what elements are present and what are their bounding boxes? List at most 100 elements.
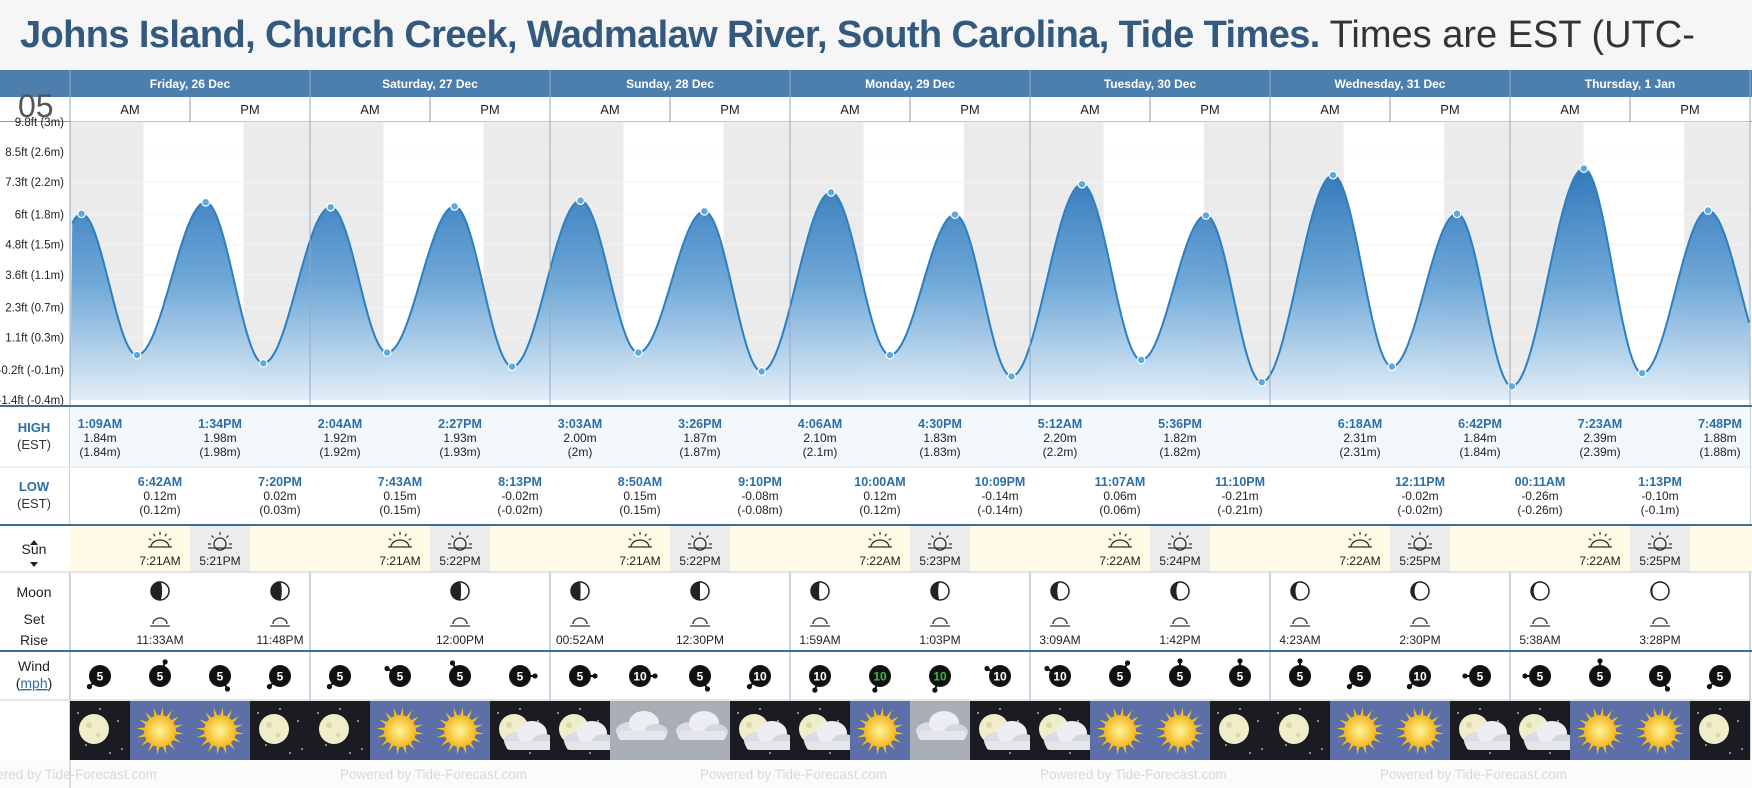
high-tide-height-alt: (1.92m) bbox=[319, 445, 360, 459]
moon-time: 1:42PM bbox=[1159, 633, 1200, 647]
day-label-6: Thursday, 1 Jan bbox=[1585, 77, 1675, 91]
y-tick-label: 6ft (1.8m) bbox=[15, 210, 64, 222]
low-tide-point bbox=[885, 350, 895, 360]
weather-cloud-icon bbox=[610, 701, 670, 760]
pm-label: PM bbox=[720, 102, 740, 117]
high-tide-time: 3:03AM bbox=[558, 417, 602, 431]
wind-speed: 10 bbox=[753, 670, 767, 684]
low-tide-time: 7:20PM bbox=[258, 475, 302, 489]
wind-indicator: 10 bbox=[809, 665, 831, 693]
moon-rise-set-icon bbox=[810, 617, 830, 627]
high-tide-time: 2:27PM bbox=[438, 417, 482, 431]
wind-indicator: 5 bbox=[509, 665, 538, 687]
moon-phase-icon bbox=[450, 581, 470, 601]
pm-label: PM bbox=[480, 102, 500, 117]
wind-indicator: 5 bbox=[1706, 665, 1731, 690]
low-tide-point bbox=[1387, 362, 1397, 371]
wind-indicator: 5 bbox=[209, 665, 231, 692]
am-label: AM bbox=[1320, 102, 1340, 117]
wind-speed: 5 bbox=[1717, 670, 1724, 684]
title-bar: Johns Island, Church Creek, Wadmalaw Riv… bbox=[0, 0, 1752, 70]
low-tide-point bbox=[757, 367, 767, 376]
wind-speed: 5 bbox=[457, 670, 464, 684]
high-tide-height: 2.31m bbox=[1343, 431, 1376, 445]
high-tide-point bbox=[1579, 164, 1589, 173]
low-tide-point bbox=[258, 358, 268, 368]
wind-speed: 5 bbox=[577, 670, 584, 684]
low-tide-height-alt: (0.03m) bbox=[259, 503, 300, 517]
low-tide-time: 1:13PM bbox=[1638, 475, 1682, 489]
wind-unit-toggle[interactable]: mph bbox=[20, 675, 47, 691]
high-tide-height: 1.98m bbox=[203, 431, 236, 445]
am-label: AM bbox=[1080, 102, 1100, 117]
moon-time: 1:59AM bbox=[799, 633, 840, 647]
high-tide-height-alt: (2m) bbox=[568, 445, 593, 459]
weather-moon-icon bbox=[1210, 701, 1270, 760]
sunset-icon bbox=[208, 532, 232, 551]
day-label-5: Wednesday, 31 Dec bbox=[1335, 77, 1446, 91]
high-tide-height-alt: (1.93m) bbox=[439, 445, 480, 459]
sunrise-icon bbox=[148, 532, 172, 548]
moon-phase-icon bbox=[1410, 581, 1430, 601]
wind-speed: 5 bbox=[1657, 670, 1664, 684]
pm-label: PM bbox=[1680, 102, 1700, 117]
moon-time: 2:30PM bbox=[1399, 633, 1440, 647]
low-tide-height: 0.06m bbox=[1103, 489, 1136, 503]
moon-time: 11:33AM bbox=[136, 633, 183, 647]
weather-sun-icon bbox=[1090, 701, 1150, 760]
high-tide-time: 1:34PM bbox=[198, 417, 242, 431]
wind-indicator: 10 bbox=[1044, 665, 1071, 687]
moon-rise-set-icon bbox=[1530, 617, 1550, 627]
weather-moon-cloud-icon bbox=[1030, 701, 1096, 760]
moonset-label: Set bbox=[23, 611, 44, 627]
high-tide-height-alt: (2.1m) bbox=[803, 445, 838, 459]
weather-sun-icon bbox=[430, 701, 490, 760]
wind-speed: 5 bbox=[1297, 670, 1304, 684]
moon-rise-set-icon bbox=[150, 617, 170, 627]
wind-speed: 5 bbox=[337, 670, 344, 684]
sunrise-time: 7:21AM bbox=[379, 554, 420, 568]
low-tide-height-alt: (0.06m) bbox=[1099, 503, 1140, 517]
sunset-time: 5:25PM bbox=[1399, 554, 1440, 568]
day-label-0: Friday, 26 Dec bbox=[150, 77, 231, 91]
y-tick-label: 2.3ft (0.7m) bbox=[5, 302, 64, 314]
wind-indicator: 5 bbox=[149, 659, 171, 687]
moonrise-label: Rise bbox=[20, 632, 48, 648]
weather-moon-icon bbox=[250, 701, 310, 760]
wind-speed: 5 bbox=[1477, 670, 1484, 684]
high-tide-height: 1.82m bbox=[1163, 431, 1196, 445]
wind-speed: 5 bbox=[397, 670, 404, 684]
sunrise-time: 7:22AM bbox=[859, 554, 900, 568]
low-tide-height-alt: (0.12m) bbox=[859, 503, 900, 517]
sunset-icon bbox=[1648, 532, 1672, 551]
day-label-4: Tuesday, 30 Dec bbox=[1104, 77, 1197, 91]
wind-speed: 10 bbox=[1053, 670, 1067, 684]
low-tide-height: -0.14m bbox=[981, 489, 1018, 503]
low-tide-height: -0.02m bbox=[501, 489, 538, 503]
wind-speed: 5 bbox=[1597, 670, 1604, 684]
pm-label: PM bbox=[240, 102, 260, 117]
wind-unit-link[interactable]: (mph) bbox=[16, 675, 53, 691]
moon-phase-icon bbox=[1290, 581, 1310, 601]
low-tide-height-alt: (-0.14m) bbox=[977, 503, 1022, 517]
y-tick-label: 1.1ft (0.3m) bbox=[5, 332, 64, 344]
high-tide-point bbox=[1328, 170, 1338, 180]
sun-row-bg bbox=[0, 526, 1752, 572]
moon-phase-icon bbox=[1530, 581, 1550, 601]
title-location: Johns Island, Church Creek, Wadmalaw Riv… bbox=[20, 14, 1320, 56]
low-tide-height-alt: (-0.26m) bbox=[1517, 503, 1562, 517]
wind-speed: 10 bbox=[933, 670, 947, 684]
high-row-label: HIGH bbox=[18, 420, 51, 435]
moon-phase-icon bbox=[1170, 581, 1190, 601]
weather-moon-icon bbox=[1690, 701, 1750, 760]
high-tide-height-alt: (1.84m) bbox=[79, 445, 120, 459]
low-tide-point bbox=[1507, 381, 1517, 391]
low-tide-time: 11:07AM bbox=[1095, 475, 1146, 489]
watermark-text: Powered by Tide-Forecast.com bbox=[1040, 767, 1227, 782]
high-tide-height: 2.10m bbox=[803, 431, 836, 445]
moon-rise-set-icon bbox=[1410, 617, 1430, 627]
page-title: Johns Island, Church Creek, Wadmalaw Riv… bbox=[20, 12, 1695, 58]
wind-indicator: 10 bbox=[746, 665, 771, 690]
low-tide-height: 0.12m bbox=[863, 489, 896, 503]
wind-indicator: 5 bbox=[1229, 658, 1251, 687]
